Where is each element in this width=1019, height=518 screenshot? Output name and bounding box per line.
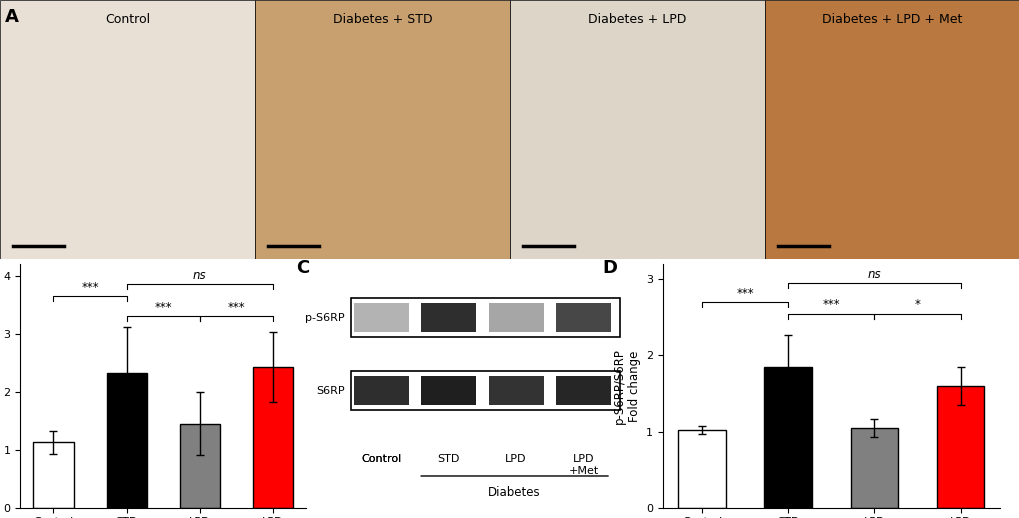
Bar (850, 428, 897, 508)
Text: Diabetes: Diabetes (488, 486, 540, 499)
Bar (421, 376, 476, 406)
Bar (34, 442, 73, 508)
Text: ***: *** (154, 301, 172, 314)
Text: ***: *** (736, 287, 753, 300)
Bar (351, 371, 620, 410)
Text: STD: STD (437, 454, 460, 464)
Bar (555, 303, 610, 333)
Bar (179, 424, 220, 508)
Bar (936, 386, 983, 508)
Bar (510, 0, 764, 259)
Text: ***: *** (821, 298, 840, 311)
Bar (253, 367, 292, 508)
Text: Control: Control (361, 454, 401, 464)
Text: Diabetes + LPD: Diabetes + LPD (588, 13, 686, 26)
Bar (351, 298, 620, 337)
Y-axis label: p-S6RP/S6RP
Fold change: p-S6RP/S6RP Fold change (612, 348, 640, 424)
Bar (488, 376, 543, 406)
Bar (0, 0, 255, 259)
Text: ns: ns (193, 269, 207, 282)
Bar (421, 303, 476, 333)
Text: ***: *** (82, 281, 99, 294)
Text: LPD: LPD (504, 454, 527, 464)
Text: S6RP: S6RP (316, 386, 344, 396)
Bar (555, 376, 610, 406)
Text: *: * (914, 298, 919, 311)
Bar (488, 303, 543, 333)
Text: p-S6RP: p-S6RP (305, 313, 344, 323)
Text: Control: Control (361, 454, 401, 464)
Text: Control: Control (105, 13, 150, 26)
Text: LPD
+Met: LPD +Met (568, 454, 598, 476)
Bar (354, 376, 409, 406)
Bar (354, 303, 409, 333)
Text: Diabetes + STD: Diabetes + STD (332, 13, 432, 26)
Text: C: C (296, 260, 309, 277)
Text: Diabetes + LPD + Met: Diabetes + LPD + Met (821, 13, 962, 26)
Bar (678, 430, 725, 508)
Text: ns: ns (867, 268, 880, 281)
Text: A: A (5, 8, 19, 26)
Text: D: D (602, 260, 616, 277)
Bar (764, 367, 811, 508)
Bar (106, 372, 147, 508)
Bar (764, 0, 1019, 259)
Bar (255, 0, 510, 259)
Text: ***: *** (227, 301, 245, 314)
